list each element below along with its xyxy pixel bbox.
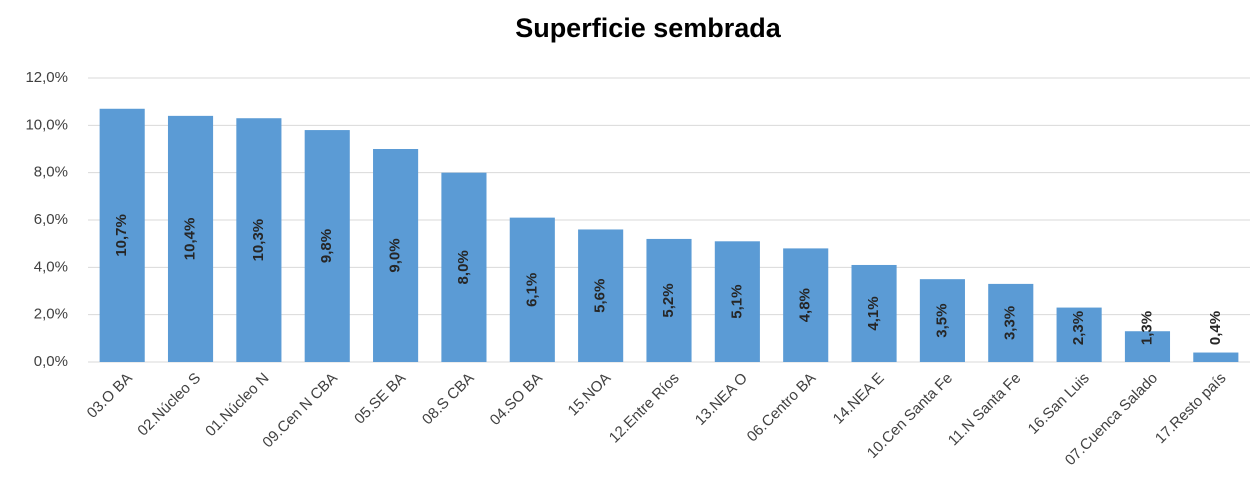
value-label: 1,3% xyxy=(1138,311,1155,345)
x-tick-label: 04.SO BA xyxy=(487,370,546,429)
value-label: 6,1% xyxy=(523,273,540,307)
bar xyxy=(919,279,965,362)
bar xyxy=(646,238,692,362)
value-label: 10,7% xyxy=(113,214,130,257)
x-tick-label: 02.Núcleo S xyxy=(134,370,204,440)
x-tick-label: 06.Centro BA xyxy=(744,370,820,446)
chart-title: Superficie sembrada xyxy=(515,13,782,43)
bar xyxy=(509,217,555,362)
y-tick-label: 12,0% xyxy=(25,69,68,86)
x-tick-label: 01.Núcleo N xyxy=(202,370,272,440)
bar xyxy=(373,149,419,362)
y-tick-label: 4,0% xyxy=(34,258,68,275)
value-label: 4,1% xyxy=(865,296,882,330)
value-label: 3,3% xyxy=(1002,306,1019,340)
bar xyxy=(1193,352,1239,362)
x-tick-label: 05.SE BA xyxy=(351,370,409,428)
y-tick-label: 2,0% xyxy=(34,306,68,323)
x-tick-label: 08.S CBA xyxy=(419,370,478,429)
x-tick-label: 11.N Santa Fe xyxy=(945,370,1025,450)
x-tick-label: 17.Resto país xyxy=(1152,370,1229,447)
value-label: 8,0% xyxy=(455,250,472,284)
value-label: 4,8% xyxy=(797,288,814,322)
bar xyxy=(1056,307,1102,362)
x-tick-label: 12.Entre Ríos xyxy=(606,370,683,447)
value-label: 3,5% xyxy=(933,303,950,337)
x-tick-label: 03.O BA xyxy=(84,370,136,422)
value-label: 5,1% xyxy=(728,285,745,319)
bar xyxy=(441,172,487,362)
x-tick-label: 14.NEA E xyxy=(830,370,888,428)
value-label: 5,6% xyxy=(592,279,609,313)
value-label: 10,3% xyxy=(250,219,267,262)
y-tick-label: 8,0% xyxy=(34,164,68,181)
bar xyxy=(851,264,897,362)
bar xyxy=(167,115,214,362)
y-tick-label: 10,0% xyxy=(25,116,68,133)
bar xyxy=(783,248,829,362)
x-tick-label: 15.NOA xyxy=(565,370,615,420)
bar xyxy=(578,229,624,362)
x-tick-label: 13.NEA O xyxy=(692,370,751,429)
bar xyxy=(714,241,760,362)
value-label: 10,4% xyxy=(181,218,198,261)
value-label: 5,2% xyxy=(660,283,677,317)
bar xyxy=(304,130,350,362)
value-label: 9,0% xyxy=(387,238,404,272)
bar xyxy=(99,108,145,363)
value-label: 9,8% xyxy=(318,229,335,263)
bar xyxy=(1124,331,1171,362)
bar xyxy=(236,118,282,362)
y-tick-label: 0,0% xyxy=(34,353,68,370)
value-label: 2,3% xyxy=(1070,311,1087,345)
y-tick-label: 6,0% xyxy=(34,211,68,228)
x-tick-label: 16.San Luis xyxy=(1025,370,1093,438)
value-label: 0,4% xyxy=(1207,311,1224,345)
bar xyxy=(988,283,1034,362)
